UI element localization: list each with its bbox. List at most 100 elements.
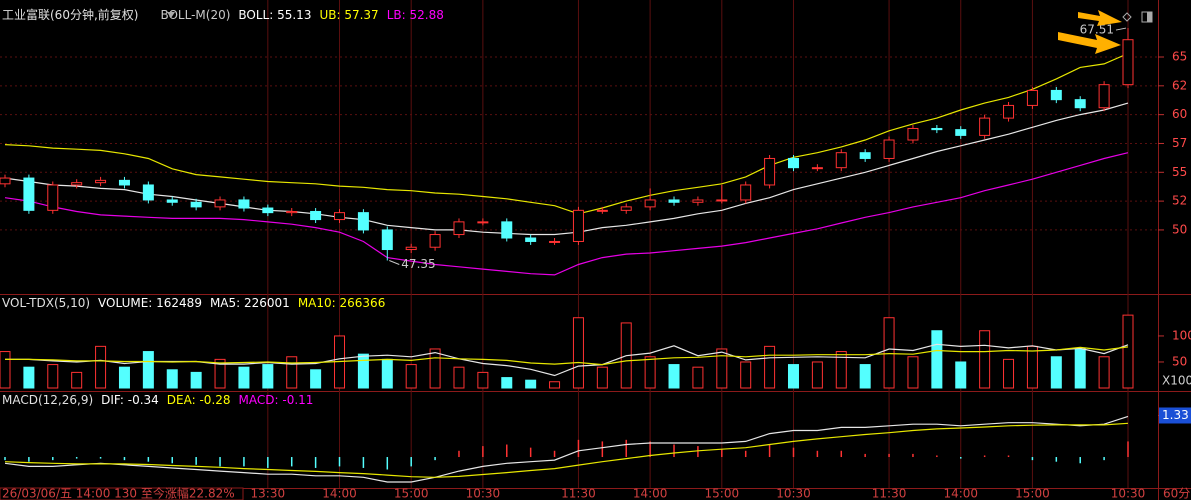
candle-body bbox=[1122, 39, 1134, 86]
annotation-pointer bbox=[389, 260, 400, 265]
candle-body bbox=[357, 212, 369, 231]
grid-layer bbox=[0, 0, 1164, 488]
candle-body bbox=[501, 221, 513, 239]
volume-bar bbox=[644, 356, 656, 389]
candle-body bbox=[979, 117, 991, 136]
volume-bar bbox=[811, 361, 823, 389]
candle-body bbox=[572, 209, 584, 242]
candle-body bbox=[47, 184, 59, 211]
y-tick-label: 57 bbox=[1172, 136, 1187, 150]
header-value: BOLL: 55.13 bbox=[238, 8, 311, 22]
arrows bbox=[1058, 10, 1122, 54]
volume-bar bbox=[692, 366, 704, 389]
volume-bar bbox=[214, 358, 226, 389]
volume-bar bbox=[501, 377, 513, 389]
volume-bar bbox=[1050, 356, 1062, 389]
candle-body bbox=[764, 157, 776, 186]
marks-layer bbox=[0, 27, 1134, 483]
volume-bar bbox=[596, 366, 608, 389]
candle-body bbox=[334, 212, 346, 221]
volume-bar bbox=[931, 330, 943, 389]
candle-body bbox=[644, 199, 656, 208]
y-tick-label: 100 bbox=[1172, 328, 1191, 342]
diamond-icon[interactable] bbox=[1122, 12, 1132, 22]
volume-bar bbox=[0, 351, 11, 389]
candle-body bbox=[931, 127, 943, 131]
candle-body bbox=[166, 199, 178, 203]
indicator-line bbox=[4, 52, 1129, 215]
y-unit-label: X100 bbox=[1162, 374, 1191, 388]
volume-bar bbox=[740, 361, 752, 389]
y-tick-label: 50 bbox=[1172, 354, 1187, 368]
volume-bar bbox=[1074, 348, 1086, 389]
candle-body bbox=[549, 240, 561, 243]
candle-body bbox=[955, 129, 967, 136]
x-tick-label: 14:00 bbox=[633, 487, 668, 500]
candle-body bbox=[310, 210, 322, 221]
volume-bar bbox=[1003, 358, 1015, 389]
y-tick-label: 50 bbox=[1172, 222, 1187, 236]
candle-body bbox=[596, 209, 608, 212]
info-box bbox=[0, 487, 244, 500]
indicator-line bbox=[5, 346, 1129, 366]
x-tick-label: 14:00 bbox=[943, 487, 978, 500]
candle-body bbox=[811, 167, 823, 170]
header-value: BOLL-M(20) bbox=[160, 8, 230, 22]
indicator-line bbox=[4, 415, 1129, 483]
candle-body bbox=[381, 229, 393, 251]
panel-title: 工业富联(60分钟,前复权) bbox=[2, 7, 138, 22]
x-tick-label: 10:30 bbox=[776, 487, 811, 500]
candle-body bbox=[1026, 89, 1038, 106]
panel-title: MACD(12,26,9) bbox=[2, 393, 93, 407]
x-tick-label: 11:30 bbox=[561, 487, 596, 500]
volume-bar bbox=[118, 366, 130, 389]
volume-bar bbox=[23, 366, 35, 389]
candle-body bbox=[716, 199, 728, 202]
volume-bar bbox=[286, 356, 298, 389]
x-tick-label: 13:30 bbox=[251, 487, 286, 500]
x-tick-label: 10:30 bbox=[466, 487, 501, 500]
header-value: LB: 52.88 bbox=[387, 8, 444, 22]
candle-body bbox=[692, 199, 704, 203]
header-value: DIF: -0.34 bbox=[101, 393, 159, 407]
volume-bar bbox=[764, 345, 776, 389]
y-tick-label: 1.33 bbox=[1162, 408, 1189, 422]
indicator-line bbox=[4, 152, 1129, 276]
indicator-line bbox=[4, 422, 1129, 478]
candle-body bbox=[740, 184, 752, 201]
candle-body bbox=[405, 246, 417, 251]
indicator-menu-icon[interactable] bbox=[167, 12, 175, 18]
header-value: VOLUME: 162489 bbox=[98, 296, 202, 310]
period-label: 60分 bbox=[1163, 487, 1190, 500]
volume-bar bbox=[453, 366, 465, 389]
volume-bar bbox=[787, 364, 799, 389]
indicator-line bbox=[4, 102, 1129, 236]
volume-bar bbox=[1098, 356, 1110, 389]
panel-header: VOL-TDX(5,10) VOLUME: 162489 MA5: 226001 MA… bbox=[2, 296, 385, 310]
volume-bar bbox=[142, 351, 154, 389]
volume-bar bbox=[1026, 345, 1038, 389]
candle-body bbox=[477, 221, 489, 224]
annotation-label: 67.51 bbox=[1080, 23, 1114, 37]
annotation-label: 47.35 bbox=[401, 257, 435, 271]
volume-bar bbox=[190, 371, 202, 389]
candle-body bbox=[118, 179, 130, 186]
y-tick-label: 52 bbox=[1172, 194, 1187, 208]
candle-body bbox=[859, 152, 871, 159]
volume-bar bbox=[429, 348, 441, 389]
annotation-pointer bbox=[1115, 27, 1127, 31]
volume-bar bbox=[1122, 314, 1134, 389]
candle-body bbox=[883, 139, 895, 159]
header-value: MACD: -0.11 bbox=[239, 393, 314, 407]
volume-bar bbox=[95, 345, 107, 389]
volume-bar bbox=[955, 361, 967, 389]
header-value: UB: 57.37 bbox=[319, 8, 378, 22]
y-tick-label: 55 bbox=[1172, 165, 1187, 179]
panel-title: VOL-TDX(5,10) bbox=[2, 296, 90, 310]
x-tick-label: 15:00 bbox=[705, 487, 740, 500]
icons bbox=[167, 11, 1153, 23]
candle-body bbox=[907, 127, 919, 141]
volume-bar bbox=[883, 317, 895, 389]
x-tick-label: 11:30 bbox=[872, 487, 907, 500]
